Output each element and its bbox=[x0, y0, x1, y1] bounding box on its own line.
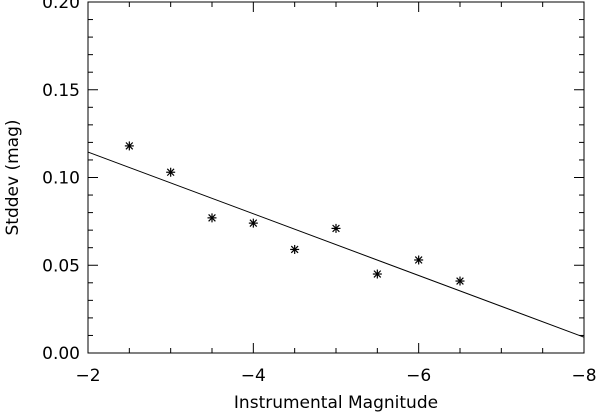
data-point bbox=[372, 269, 382, 279]
data-point bbox=[414, 255, 424, 265]
data-point bbox=[207, 213, 217, 223]
data-point bbox=[166, 167, 176, 177]
y-tick-label: 0.20 bbox=[42, 0, 80, 13]
x-tick-label: −6 bbox=[406, 366, 431, 386]
y-tick-label: 0.00 bbox=[42, 344, 80, 364]
y-tick-label: 0.15 bbox=[42, 81, 80, 101]
y-tick-label: 0.10 bbox=[42, 169, 80, 189]
data-point bbox=[248, 218, 258, 228]
x-tick-label: −2 bbox=[75, 366, 100, 386]
x-tick-label: −8 bbox=[571, 366, 596, 386]
fit-line bbox=[87, 151, 585, 338]
data-point bbox=[124, 141, 134, 151]
plot-frame bbox=[87, 1, 585, 354]
data-point bbox=[455, 276, 465, 286]
axis-ticks bbox=[87, 1, 585, 354]
tick-labels: −2 −4 −6 −8 0.00 0.05 0.10 0.15 0.20 bbox=[42, 0, 596, 386]
data-point bbox=[290, 244, 300, 254]
data-point bbox=[331, 223, 341, 233]
x-axis-title: Instrumental Magnitude bbox=[234, 393, 438, 413]
x-tick-label: −4 bbox=[241, 366, 266, 386]
y-axis-title: Stddev (mag) bbox=[3, 120, 23, 236]
data-points bbox=[124, 141, 465, 286]
y-tick-label: 0.05 bbox=[42, 256, 80, 276]
